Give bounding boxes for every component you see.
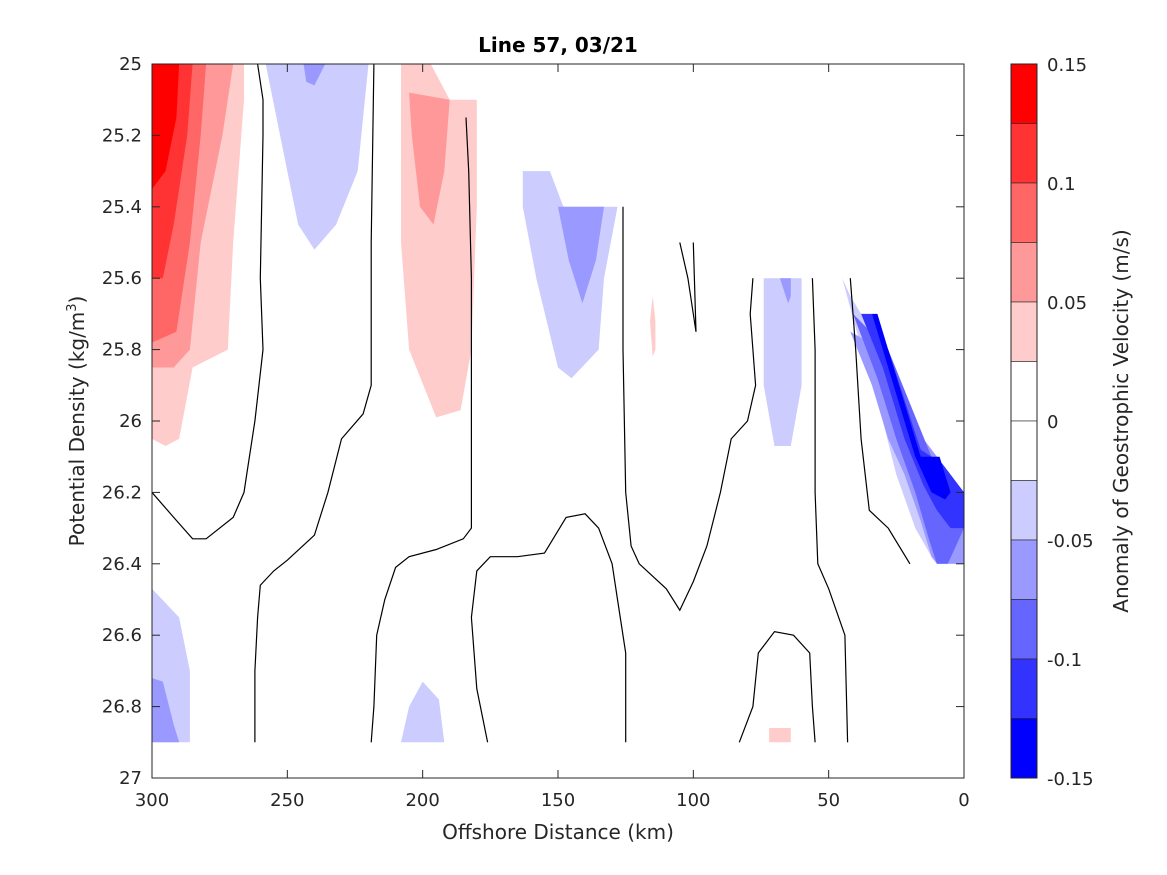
colorbar-swatch xyxy=(1010,420,1038,481)
x-tick-label: 300 xyxy=(135,790,169,811)
contour-line-0 xyxy=(152,64,264,540)
zero-contour-lines xyxy=(152,64,911,743)
colorbar-swatch xyxy=(1010,361,1038,422)
contour-line-2 xyxy=(370,117,472,743)
contour-region-5 xyxy=(265,64,369,250)
y-tick-label: 25.6 xyxy=(102,268,142,289)
y-tick-label: 25 xyxy=(119,54,142,75)
y-tick-label: 25.8 xyxy=(102,340,142,361)
contour-line-3 xyxy=(622,206,757,612)
x-tick-label: 200 xyxy=(405,790,439,811)
filled-contour-regions xyxy=(152,64,964,743)
contour-line-6 xyxy=(738,630,816,743)
colorbar-tick-label: -0.1 xyxy=(1047,650,1082,671)
y-tick-label: 26.4 xyxy=(102,554,142,575)
y-axis: 25 25.2 25.4 25.6 25.8 26 26.2 26.4 26.6 26.8 27 xyxy=(102,54,964,789)
plot-area xyxy=(152,64,964,778)
colorbar-tick-label: 0 xyxy=(1047,412,1058,433)
chart-title: Line 57, 03/21 xyxy=(478,33,638,57)
colorbar-swatch xyxy=(1010,480,1038,541)
colorbar-frame xyxy=(1010,63,1038,779)
x-axis-title: Offshore Distance (km) xyxy=(442,820,674,844)
contour-region-21 xyxy=(401,681,445,743)
y-axis-title: Potential Density (kg/m3) xyxy=(65,296,89,547)
contour-line-8 xyxy=(849,278,911,565)
contour-line-7 xyxy=(811,278,849,743)
colorbar-title: Anomaly of Geostrophic Velocity (m/s) xyxy=(1109,229,1133,612)
colorbar: 0.15 0.1 0.05 0 -0.05 -0.1 -0.15 xyxy=(1010,55,1094,790)
colorbar-tick-label: -0.15 xyxy=(1047,769,1094,790)
colorbar-swatch xyxy=(1010,182,1038,243)
contour-line-1 xyxy=(254,64,375,743)
contour-region-4 xyxy=(152,64,180,189)
colorbar-swatch xyxy=(1010,242,1038,303)
colorbar-swatch xyxy=(1010,718,1038,779)
y-axis-title-main: Potential Density (kg/m xyxy=(65,312,89,547)
contour-region-18 xyxy=(872,313,951,500)
y-tick-label: 26.8 xyxy=(102,697,142,718)
contour-line-4 xyxy=(679,242,697,332)
x-tick-label: 0 xyxy=(958,790,969,811)
y-tick-label: 26.6 xyxy=(102,625,142,646)
y-tick-label: 25.4 xyxy=(102,197,142,218)
colorbar-swatch xyxy=(1010,658,1038,719)
x-tick-label: 150 xyxy=(541,790,575,811)
colorbar-swatch xyxy=(1010,539,1038,600)
y-tick-label: 26.2 xyxy=(102,482,142,503)
contour-region-8 xyxy=(409,92,450,225)
colorbar-swatch xyxy=(1010,599,1038,660)
contour-line-5 xyxy=(470,513,627,743)
y-tick-label: 25.2 xyxy=(102,125,142,146)
contour-region-6 xyxy=(303,64,326,86)
contour-region-11 xyxy=(650,296,656,357)
x-tick-label: 250 xyxy=(270,790,304,811)
contour-region-20 xyxy=(152,678,180,743)
x-tick-label: 100 xyxy=(676,790,710,811)
contour-region-12 xyxy=(763,278,802,446)
colorbar-swatch xyxy=(1010,63,1038,124)
colorbar-tick-label: 0.15 xyxy=(1047,55,1087,76)
colorbar-swatch xyxy=(1010,301,1038,362)
x-axis: 300 250 200 150 100 50 0 xyxy=(135,64,970,811)
x-tick-label: 50 xyxy=(817,790,840,811)
colorbar-swatch xyxy=(1010,123,1038,184)
contour-region-13 xyxy=(779,278,791,304)
y-tick-label: 27 xyxy=(119,768,142,789)
y-axis-title-superscript: 3 xyxy=(65,303,80,311)
colorbar-tick-label: 0.1 xyxy=(1047,174,1076,195)
contour-region-10 xyxy=(558,206,604,304)
colorbar-tick-label: 0.05 xyxy=(1047,293,1087,314)
y-axis-title-close: ) xyxy=(65,296,89,304)
y-tick-label: 26 xyxy=(119,411,142,432)
colorbar-tick-label: -0.05 xyxy=(1047,531,1094,552)
contour-region-22 xyxy=(769,728,791,743)
